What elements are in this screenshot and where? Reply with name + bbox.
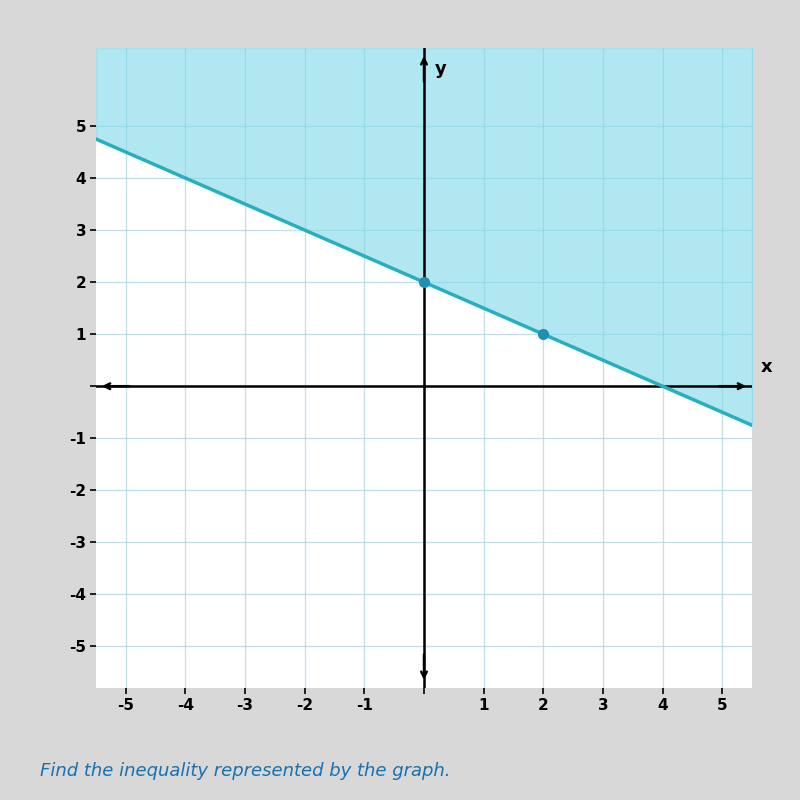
Text: Find the inequality represented by the graph.: Find the inequality represented by the g… xyxy=(40,762,450,780)
Text: x: x xyxy=(761,358,773,376)
Text: y: y xyxy=(434,60,446,78)
